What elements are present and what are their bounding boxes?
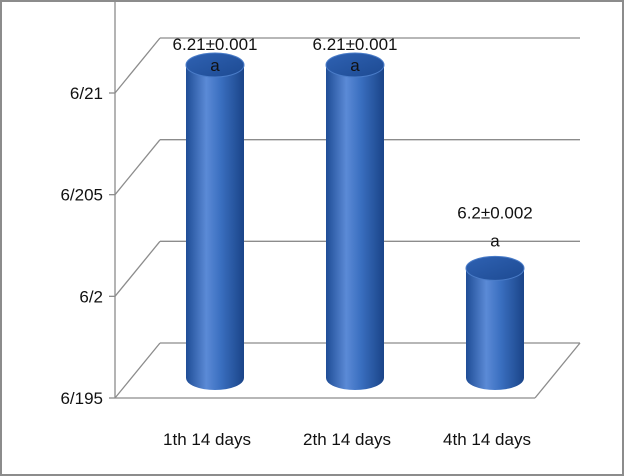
- significance-letter: a: [490, 231, 500, 250]
- significance-letter: a: [210, 56, 220, 75]
- bar-body: [326, 65, 384, 390]
- bar-body: [186, 65, 244, 390]
- x-tick-label: 4th 14 days: [443, 430, 531, 449]
- bar-cap: [325, 52, 385, 78]
- x-tick-label: 2th 14 days: [303, 430, 391, 449]
- data-labels: 1th 14 days 6.21±0.001 a 2th 14 days 6.21±0.…: [163, 35, 533, 449]
- y-tick-label: 6/195: [60, 389, 103, 408]
- bar: [465, 255, 525, 390]
- bars: [185, 52, 525, 390]
- bar-cap: [465, 255, 525, 281]
- y-tick-label: 6/21: [70, 84, 103, 103]
- data-label: 6.21±0.001: [313, 35, 398, 54]
- x-tick-label: 1th 14 days: [163, 430, 251, 449]
- gridline-slant: [114, 37, 161, 94]
- gridline-slant: [114, 342, 161, 399]
- bar: [325, 52, 385, 390]
- y-axis: 6/195 6/2 6/205 6/21: [60, 0, 581, 408]
- gridline-slant: [114, 139, 161, 196]
- bar-body: [466, 268, 524, 390]
- significance-letter: a: [350, 56, 360, 75]
- bar-cap: [185, 52, 245, 78]
- y-tick-label: 6/2: [79, 287, 103, 306]
- floor-edge: [534, 342, 581, 399]
- bar: [185, 52, 245, 390]
- data-label: 6.2±0.002: [457, 203, 533, 222]
- data-label: 6.21±0.001: [173, 35, 258, 54]
- y-tick-label: 6/205: [60, 186, 103, 205]
- gridline-slant: [114, 240, 161, 297]
